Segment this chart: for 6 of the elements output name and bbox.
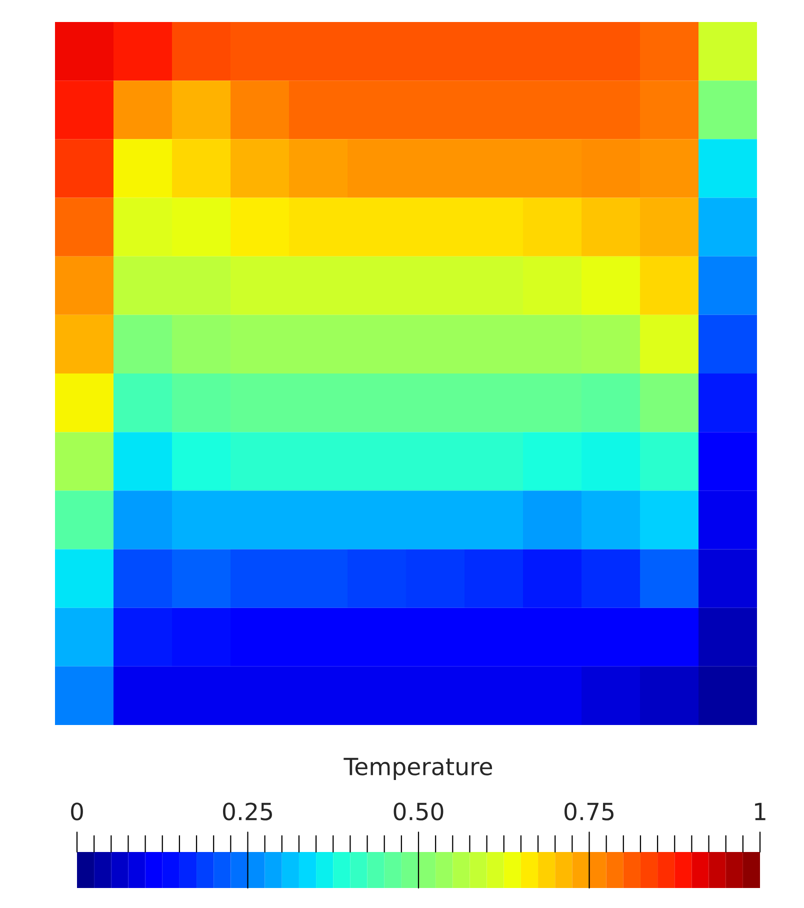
color-bar-label: 0.25 <box>223 802 272 820</box>
color-bar-label: 0 <box>71 802 83 820</box>
color-bar-label: 0.50 <box>394 802 444 820</box>
color-bar-title: Temperature <box>344 758 492 780</box>
color-bar-label: 0.75 <box>564 802 614 820</box>
color-bar-label: 1 <box>755 802 766 820</box>
